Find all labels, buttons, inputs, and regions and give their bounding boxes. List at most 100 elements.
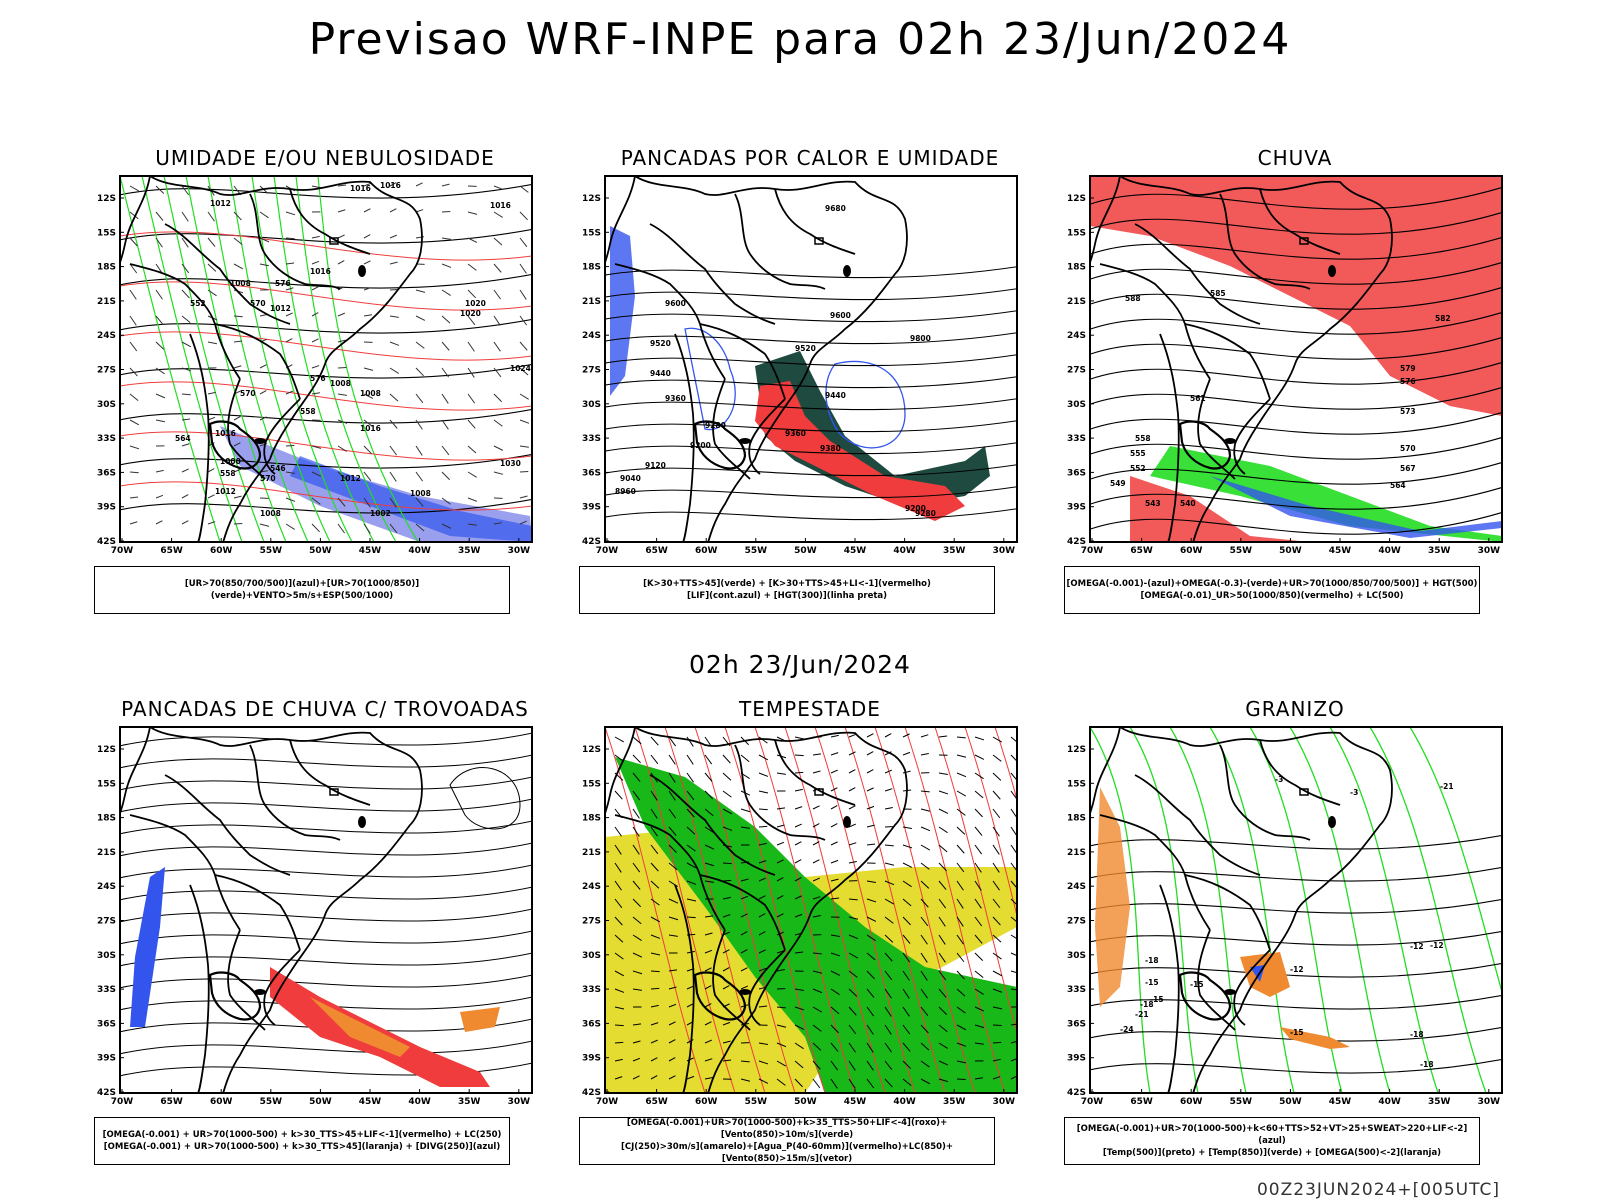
lon-tick-label: 65W	[160, 1097, 183, 1105]
wind-vector	[311, 286, 319, 291]
lat-tick-label: 36S	[97, 468, 116, 478]
contour-label: -12	[1430, 941, 1444, 950]
wind-vector	[519, 419, 530, 424]
wind-vector	[830, 1078, 838, 1089]
wind-vector	[830, 1060, 839, 1071]
lon-tick-label: 70W	[111, 546, 134, 554]
wind-vector	[938, 735, 948, 738]
wind-vector	[830, 878, 839, 882]
panel-chuva: CHUVA 585 588 582 579 576 573 570 567 564 561 558 5…	[1060, 146, 1530, 626]
wind-vector	[311, 260, 320, 265]
wind-vector	[519, 185, 529, 193]
wind-vector	[848, 805, 856, 810]
country-border	[227, 378, 266, 480]
wind-vector	[650, 826, 658, 837]
wind-vector	[632, 952, 643, 958]
wind-vector	[668, 754, 676, 765]
map-layers: 585 588 582 579 576 573 570 567 564 561 558 555 552 5…	[1090, 176, 1502, 542]
country-border	[748, 398, 786, 475]
lat-tick-label: 27S	[97, 366, 116, 376]
contour-label: 585	[1210, 289, 1226, 298]
map-layers: 1012 1016 1016 1008 1016 1012 1008 1020 1016 1012…	[120, 176, 532, 542]
wind-vector	[704, 985, 712, 990]
wind-vector	[415, 445, 423, 456]
wind-vector	[866, 988, 875, 998]
wind-vector	[259, 237, 270, 243]
contour-label: 9520	[650, 339, 671, 348]
wind-vector	[938, 862, 947, 872]
country-border	[1159, 884, 1180, 1093]
wind-vector	[311, 523, 320, 533]
wind-vector	[181, 393, 191, 396]
wind-vector	[830, 769, 838, 774]
wind-vector	[519, 393, 529, 400]
wind-vector	[920, 753, 929, 756]
wind-vector	[467, 237, 478, 243]
wind-vector	[704, 736, 712, 747]
hgt300-contour	[605, 310, 1017, 323]
wind-vector	[650, 790, 658, 801]
wind-vector	[259, 443, 268, 447]
country-border	[1119, 176, 1393, 542]
contour-label: 579	[1400, 364, 1416, 373]
wind-vector	[415, 523, 425, 532]
lon-tick-label: 35W	[458, 1097, 481, 1105]
wind-vector	[337, 312, 346, 317]
wind-vector	[776, 824, 785, 828]
wind-vector	[812, 1078, 821, 1089]
wind-vector	[519, 315, 528, 326]
wind-vector	[311, 392, 321, 395]
map-umidade: 1012 1016 1016 1008 1016 1012 1008 1020 1016 1012…	[97, 175, 533, 554]
wind-vector	[415, 341, 425, 349]
wind-vector	[740, 826, 750, 829]
panel-title: UMIDADE E/OU NEBULOSIDADE	[155, 146, 495, 170]
wind-vector	[155, 289, 163, 300]
lon-tick-label: 50W	[1279, 546, 1302, 554]
wind-vector	[668, 862, 678, 871]
lon-tick-label: 70W	[1081, 1097, 1104, 1105]
wind-vector	[650, 1022, 659, 1026]
country-border	[734, 744, 826, 841]
wind-vector	[956, 1078, 966, 1081]
wind-vector	[974, 916, 983, 927]
wind-vector	[686, 844, 696, 852]
lat-tick-label: 21S	[1067, 848, 1086, 858]
hgt300-contour	[605, 288, 1017, 301]
map-granizo: -3-3-21-12-18-15-18-21-24 -15-18-12-12-15…	[1067, 726, 1503, 1105]
lat-tick-label: 24S	[582, 882, 601, 892]
wind-vector	[848, 898, 858, 901]
wind-vector	[155, 469, 164, 473]
wind-vector	[441, 393, 449, 404]
wind-vector	[902, 934, 911, 944]
wind-vector	[866, 733, 874, 738]
humidity-green-contour	[120, 176, 221, 542]
lagoon	[1224, 989, 1236, 995]
wind-vector	[650, 970, 660, 973]
contour-label: 576	[275, 279, 291, 288]
wind-vector	[632, 862, 641, 873]
lc850-streamline	[964, 727, 1017, 918]
hgt500-contour	[1090, 386, 1502, 410]
wind-vector	[259, 364, 267, 369]
wind-vector	[389, 419, 398, 429]
contour-label: 1012	[270, 304, 291, 313]
wind-vector	[129, 393, 139, 402]
wind-vector	[992, 1006, 1003, 1010]
wind-vector	[866, 934, 876, 942]
lat-tick-label: 12S	[97, 194, 116, 204]
wind-vector	[467, 393, 476, 404]
wind-vector	[992, 826, 1000, 837]
wind-vector	[956, 736, 966, 739]
wind-vector	[155, 237, 163, 248]
wind-vector	[632, 1057, 641, 1062]
contour-label: 9380	[820, 444, 841, 453]
wind-vector	[285, 312, 293, 317]
wind-vector	[740, 878, 749, 882]
wind-vector	[884, 807, 893, 810]
wind-vector	[848, 769, 856, 774]
contour-label: 9040	[620, 474, 641, 483]
lc850-streamline	[605, 727, 706, 1093]
contour-label: 564	[1390, 481, 1406, 490]
lon-tick-label: 55W	[1230, 1097, 1253, 1105]
lon-tick-label: 35W	[1428, 546, 1451, 554]
